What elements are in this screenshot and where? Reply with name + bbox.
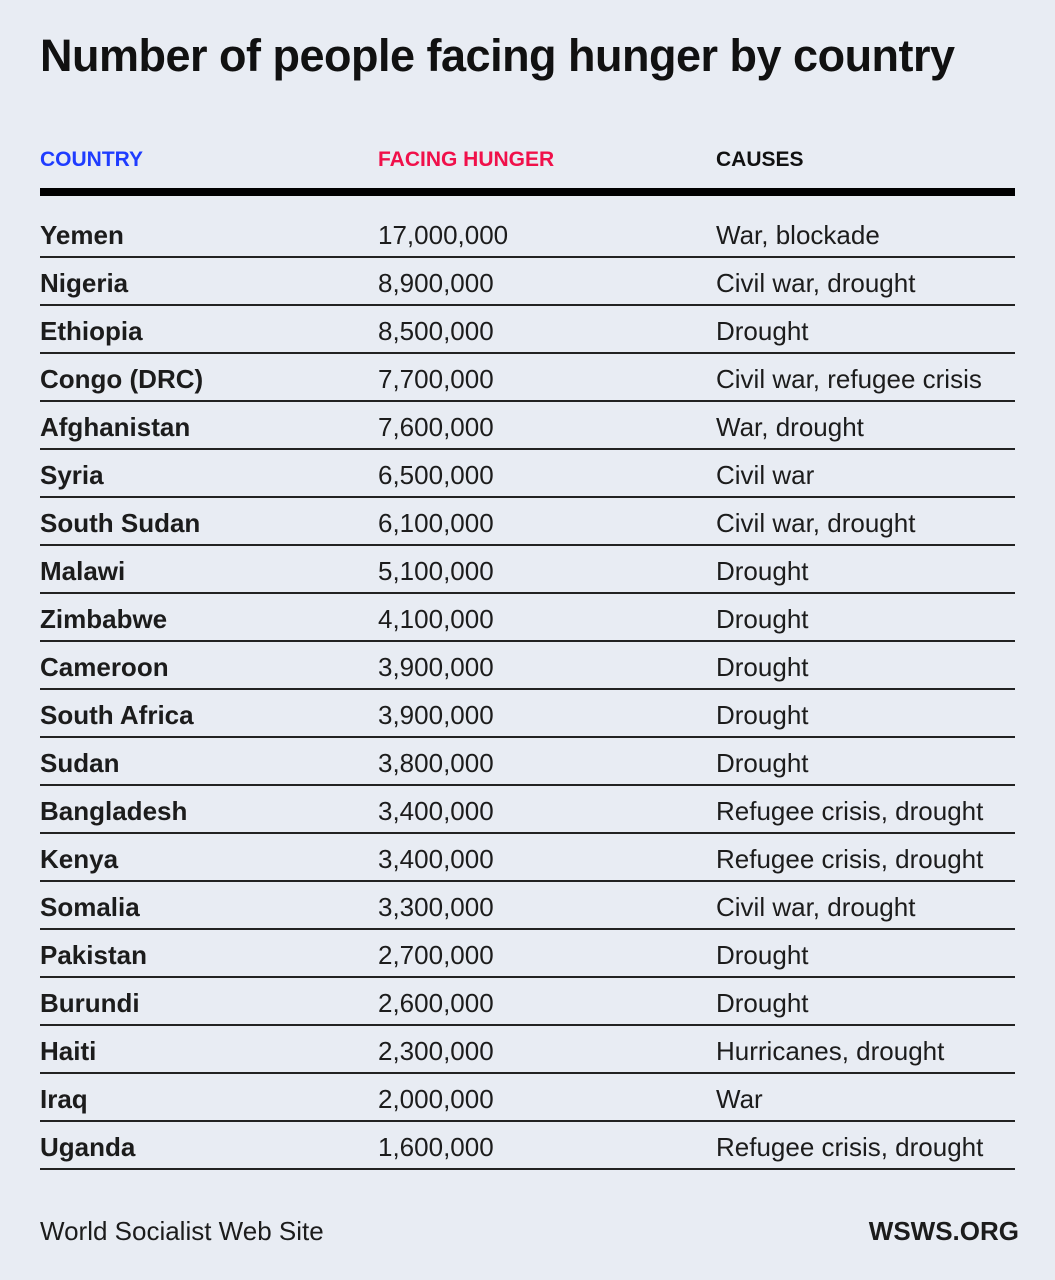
country-cell: Haiti: [40, 1036, 97, 1066]
country-cell: Bangladesh: [40, 796, 188, 826]
causes-cell: Drought: [716, 556, 809, 586]
table-row: Uganda 1,600,000 Refugee crisis, drought: [40, 1122, 1015, 1170]
country-cell: Nigeria: [40, 268, 129, 298]
table-row: Bangladesh 3,400,000 Refugee crisis, droug…: [40, 786, 1015, 834]
facing-hunger-cell: 2,700,000: [378, 940, 494, 970]
facing-hunger-cell: 3,300,000: [378, 892, 494, 922]
table-row: Yemen 17,000,000 War, blockade: [40, 210, 1015, 258]
country-cell: South Sudan: [40, 508, 201, 538]
facing-hunger-cell: 6,100,000: [378, 508, 494, 538]
header-causes: CAUSES: [716, 148, 804, 171]
facing-hunger-cell: 3,900,000: [378, 652, 494, 682]
causes-cell: War: [716, 1084, 763, 1114]
causes-cell: Drought: [716, 748, 809, 778]
table-row: Congo (DRC) 7,700,000 Civil war, refugee c…: [40, 354, 1015, 402]
table-row: Iraq 2,000,000 War: [40, 1074, 1015, 1122]
causes-cell: Drought: [716, 316, 809, 346]
country-cell: Pakistan: [40, 940, 147, 970]
header-facing-hunger: FACING HUNGER: [378, 148, 555, 171]
table-row: Syria 6,500,000 Civil war: [40, 450, 1015, 498]
causes-cell: Drought: [716, 940, 809, 970]
country-cell: Cameroon: [40, 652, 169, 682]
country-cell: Afghanistan: [40, 412, 191, 442]
facing-hunger-cell: 2,000,000: [378, 1084, 494, 1114]
table-row: Nigeria 8,900,000 Civil war, drought: [40, 258, 1015, 306]
causes-cell: Refugee crisis, drought: [716, 796, 984, 826]
facing-hunger-cell: 7,700,000: [378, 364, 494, 394]
country-cell: Congo (DRC): [40, 364, 204, 394]
causes-cell: Refugee crisis, drought: [716, 844, 984, 874]
causes-cell: Civil war: [716, 460, 815, 490]
causes-cell: Drought: [716, 604, 809, 634]
table-row: Zimbabwe 4,100,000 Drought: [40, 594, 1015, 642]
table-row: Somalia 3,300,000 Civil war, drought: [40, 882, 1015, 930]
facing-hunger-cell: 3,800,000: [378, 748, 494, 778]
country-cell: South Africa: [40, 700, 194, 730]
country-cell: Syria: [40, 460, 104, 490]
table-row: Cameroon 3,900,000 Drought: [40, 642, 1015, 690]
table-row: Afghanistan 7,600,000 War, drought: [40, 402, 1015, 450]
country-cell: Iraq: [40, 1084, 88, 1114]
facing-hunger-cell: 6,500,000: [378, 460, 494, 490]
causes-cell: Drought: [716, 652, 809, 682]
country-cell: Kenya: [40, 844, 119, 874]
footer-source: World Socialist Web Site: [40, 1216, 324, 1246]
facing-hunger-cell: 8,500,000: [378, 316, 494, 346]
facing-hunger-cell: 1,600,000: [378, 1132, 494, 1162]
causes-cell: Hurricanes, drought: [716, 1036, 945, 1066]
table-row: Malawi 5,100,000 Drought: [40, 546, 1015, 594]
country-cell: Malawi: [40, 556, 126, 586]
table-row: Burundi 2,600,000 Drought: [40, 978, 1015, 1026]
facing-hunger-cell: 17,000,000: [378, 220, 509, 250]
table-row: Pakistan 2,700,000 Drought: [40, 930, 1015, 978]
country-cell: Sudan: [40, 748, 120, 778]
causes-cell: Civil war, refugee crisis: [716, 364, 982, 394]
facing-hunger-cell: 3,900,000: [378, 700, 494, 730]
causes-cell: Drought: [716, 988, 809, 1018]
causes-cell: War, drought: [716, 412, 864, 442]
causes-cell: Civil war, drought: [716, 508, 916, 538]
header-rule: [40, 188, 1015, 196]
header-country: COUNTRY: [40, 148, 144, 171]
facing-hunger-cell: 2,300,000: [378, 1036, 494, 1066]
country-cell: Burundi: [40, 988, 140, 1018]
facing-hunger-cell: 8,900,000: [378, 268, 494, 298]
table-row: Ethiopia 8,500,000 Drought: [40, 306, 1015, 354]
causes-cell: Civil war, drought: [716, 268, 916, 298]
table-row: Sudan 3,800,000 Drought: [40, 738, 1015, 786]
causes-cell: Drought: [716, 700, 809, 730]
facing-hunger-cell: 7,600,000: [378, 412, 494, 442]
country-cell: Zimbabwe: [40, 604, 168, 634]
facing-hunger-cell: 2,600,000: [378, 988, 494, 1018]
facing-hunger-cell: 5,100,000: [378, 556, 494, 586]
facing-hunger-cell: 3,400,000: [378, 796, 494, 826]
table-row: Kenya 3,400,000 Refugee crisis, drought: [40, 834, 1015, 882]
causes-cell: War, blockade: [716, 220, 880, 250]
footer-site: WSWS.ORG: [868, 1216, 1019, 1246]
country-cell: Yemen: [40, 220, 124, 250]
page-title: Number of people facing hunger by countr…: [40, 30, 955, 81]
table-body: Yemen 17,000,000 War, blockade Nigeria 8,900…: [40, 210, 1015, 1170]
country-cell: Somalia: [40, 892, 140, 922]
table-row: South Sudan 6,100,000 Civil war, drought: [40, 498, 1015, 546]
facing-hunger-cell: 3,400,000: [378, 844, 494, 874]
country-cell: Ethiopia: [40, 316, 143, 346]
table-row: Haiti 2,300,000 Hurricanes, drought: [40, 1026, 1015, 1074]
facing-hunger-cell: 4,100,000: [378, 604, 494, 634]
country-cell: Uganda: [40, 1132, 136, 1162]
table-row: South Africa 3,900,000 Drought: [40, 690, 1015, 738]
causes-cell: Civil war, drought: [716, 892, 916, 922]
causes-cell: Refugee crisis, drought: [716, 1132, 984, 1162]
